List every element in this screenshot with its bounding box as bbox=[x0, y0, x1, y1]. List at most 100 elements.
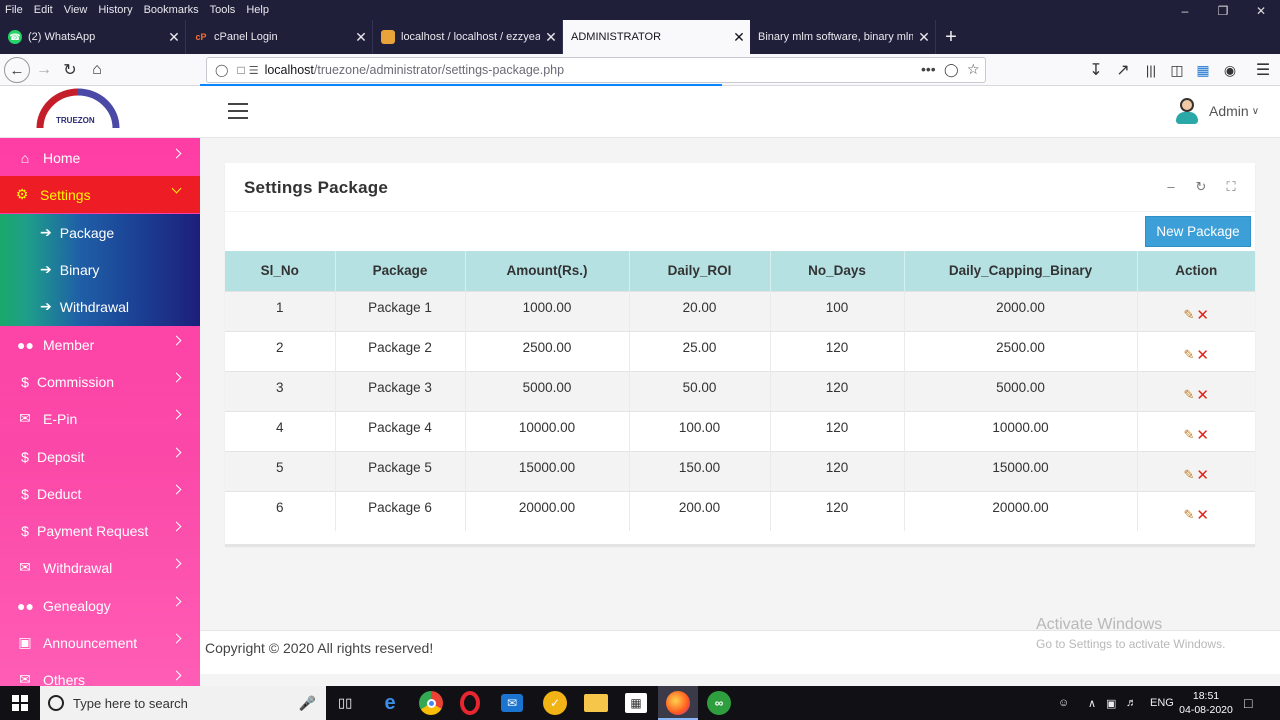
edit-pencil-icon[interactable]: ✎ bbox=[1183, 426, 1195, 442]
sidebar-item-deduct[interactable]: $ Deduct bbox=[0, 475, 200, 512]
column-header[interactable]: Daily_Capping_Binary bbox=[904, 251, 1138, 291]
edit-pencil-icon[interactable]: ✎ bbox=[1183, 466, 1195, 482]
reload-button[interactable]: ↻ bbox=[63, 62, 77, 79]
pocket-icon[interactable]: ◯ bbox=[944, 62, 959, 77]
sidebar-item-others[interactable]: ✉ Others bbox=[0, 661, 200, 686]
column-header[interactable]: Package bbox=[335, 251, 466, 291]
column-header[interactable]: Amount(Rs.) bbox=[465, 251, 630, 291]
store-icon[interactable]: ▦ bbox=[625, 693, 647, 713]
opera-browser-icon[interactable] bbox=[460, 691, 480, 715]
edit-pencil-icon[interactable]: ✎ bbox=[1183, 306, 1195, 322]
expand-icon[interactable]: ↗ bbox=[1116, 62, 1130, 79]
edit-pencil-icon[interactable]: ✎ bbox=[1183, 506, 1195, 522]
library-icon[interactable]: ||| bbox=[1145, 62, 1157, 78]
sidebar-item-deposit[interactable]: $ Deposit bbox=[0, 438, 200, 475]
sidebar-subitem-binary[interactable]: ➔ Binary bbox=[0, 251, 200, 288]
mail-icon[interactable]: ✉ bbox=[501, 694, 523, 712]
sidebar-subitem-package[interactable]: ➔ Package bbox=[0, 214, 200, 251]
tab-phpmyadmin[interactable]: localhost / localhost / ezzyeam ✕ bbox=[373, 20, 563, 54]
sidebar-item-commission[interactable]: $ Commission bbox=[0, 363, 200, 400]
menu-help[interactable]: Help bbox=[246, 4, 269, 16]
tab-binary-mlm[interactable]: Binary mlm software, binary mlm so ✕ bbox=[750, 20, 936, 54]
minimize-window-icon[interactable]: – bbox=[1181, 4, 1189, 18]
menu-view[interactable]: View bbox=[63, 4, 88, 16]
cell-daily-roi: 200.00 bbox=[629, 490, 771, 531]
volume-icon[interactable]: ♬ bbox=[1126, 697, 1137, 709]
page-footer: Copyright © 2020 All rights reserved! bbox=[200, 630, 1280, 674]
sidebar-toggle-button[interactable] bbox=[228, 103, 248, 119]
column-header[interactable]: Daily_ROI bbox=[629, 251, 771, 291]
home-button[interactable]: ⌂ bbox=[92, 61, 102, 78]
notification-center-icon[interactable]: □ bbox=[1244, 695, 1253, 711]
sidebar-item-member[interactable]: ●● Member bbox=[0, 326, 200, 363]
menu-hamburger-icon[interactable]: ☰ bbox=[1255, 62, 1271, 79]
system-clock[interactable]: 18:51 04-08-2020 bbox=[1176, 689, 1236, 717]
menu-tools[interactable]: Tools bbox=[209, 4, 236, 16]
sidebar-subitem-withdrawal[interactable]: ➔ Withdrawal bbox=[0, 288, 200, 325]
permissions-icon[interactable]: ☰ bbox=[248, 64, 259, 77]
tab-administrator[interactable]: ADMINISTRATOR ✕ bbox=[563, 20, 750, 54]
new-package-button[interactable]: New Package bbox=[1145, 216, 1251, 247]
url-bar[interactable]: ◯ □ ☰ localhost/truezone/administrator/s… bbox=[206, 57, 986, 83]
delete-x-icon[interactable]: ✕ bbox=[1196, 346, 1209, 364]
norton-icon[interactable]: ✓ bbox=[543, 691, 567, 715]
people-icon[interactable]: ☺ bbox=[1058, 697, 1070, 709]
close-window-icon[interactable]: ✕ bbox=[1255, 4, 1267, 18]
truezone-logo[interactable]: TRUEZON bbox=[36, 88, 120, 132]
column-header[interactable]: No_Days bbox=[770, 251, 905, 291]
shield-icon[interactable]: ◯ bbox=[215, 63, 229, 77]
close-tab-icon[interactable]: ✕ bbox=[918, 28, 930, 45]
edge-browser-icon[interactable]: e bbox=[384, 691, 396, 714]
chrome-browser-icon[interactable] bbox=[419, 691, 443, 715]
menu-bookmarks[interactable]: Bookmarks bbox=[143, 4, 199, 16]
delete-x-icon[interactable]: ✕ bbox=[1196, 426, 1209, 444]
user-menu[interactable]: Admin ∨ bbox=[1175, 96, 1259, 126]
forward-button[interactable]: → bbox=[36, 61, 52, 78]
new-tab-button[interactable]: + bbox=[945, 25, 957, 48]
edit-pencil-icon[interactable]: ✎ bbox=[1183, 386, 1195, 402]
menu-file[interactable]: File bbox=[5, 4, 23, 16]
column-header[interactable]: Sl_No bbox=[225, 251, 336, 291]
file-explorer-icon[interactable] bbox=[584, 694, 608, 712]
close-tab-icon[interactable]: ✕ bbox=[733, 28, 745, 45]
sidebar-item-settings[interactable]: ⚙ Settings bbox=[0, 176, 200, 213]
menu-edit[interactable]: Edit bbox=[33, 4, 53, 16]
windows-start-icon[interactable] bbox=[12, 695, 28, 711]
sidebar-item-genealogy[interactable]: ●● Genealogy bbox=[0, 587, 200, 624]
sidebar-item-payment-request[interactable]: $ Payment Request bbox=[0, 512, 200, 549]
tab-whatsapp[interactable]: ☎ (2) WhatsApp ✕ bbox=[0, 20, 186, 54]
minimize-icon[interactable]: – bbox=[1167, 179, 1175, 194]
delete-x-icon[interactable]: ✕ bbox=[1196, 506, 1209, 524]
sync-icon[interactable]: ▦ bbox=[1196, 61, 1210, 78]
green-app-icon[interactable]: ∞ bbox=[707, 691, 731, 715]
back-button[interactable]: ← bbox=[4, 57, 30, 83]
sidebar-toggle-icon[interactable]: ◫ bbox=[1170, 61, 1184, 78]
delete-x-icon[interactable]: ✕ bbox=[1196, 386, 1209, 404]
sidebar-item-epin[interactable]: ✉ E-Pin bbox=[0, 400, 200, 437]
close-tab-icon[interactable]: ✕ bbox=[545, 28, 557, 45]
firefox-taskbar-active[interactable] bbox=[658, 686, 698, 720]
task-view-icon[interactable]: ▯▯ bbox=[338, 695, 353, 710]
bookmark-star-icon[interactable]: ☆ bbox=[967, 61, 980, 77]
download-icon[interactable]: ↧ bbox=[1089, 62, 1103, 79]
fullscreen-icon[interactable]: ⛶ bbox=[1226, 179, 1236, 194]
sidebar-item-announcement[interactable]: ▣ Announcement bbox=[0, 624, 200, 661]
menu-history[interactable]: History bbox=[98, 4, 133, 16]
tray-chevron-up-icon[interactable]: ∧ bbox=[1088, 697, 1097, 710]
sidebar-item-home[interactable]: ⌂ Home bbox=[0, 139, 200, 176]
sidebar-item-withdrawal[interactable]: ✉ Withdrawal bbox=[0, 549, 200, 586]
delete-x-icon[interactable]: ✕ bbox=[1196, 466, 1209, 484]
network-icon[interactable]: ▣ bbox=[1106, 697, 1117, 710]
close-tab-icon[interactable]: ✕ bbox=[168, 28, 180, 45]
language-indicator[interactable]: ENG bbox=[1150, 697, 1174, 709]
tab-cpanel[interactable]: cP cPanel Login ✕ bbox=[186, 20, 373, 54]
account-icon[interactable]: ◉ bbox=[1223, 61, 1237, 78]
edit-pencil-icon[interactable]: ✎ bbox=[1183, 346, 1195, 362]
microphone-icon[interactable]: 🎤 bbox=[298, 694, 316, 711]
close-tab-icon[interactable]: ✕ bbox=[355, 28, 367, 45]
taskbar-search-box[interactable]: Type here to search 🎤 bbox=[40, 686, 326, 720]
restore-window-icon[interactable]: ❐ bbox=[1217, 4, 1229, 18]
page-actions-icon[interactable]: ••• bbox=[921, 61, 936, 77]
refresh-icon[interactable]: ↻ bbox=[1195, 179, 1207, 194]
delete-x-icon[interactable]: ✕ bbox=[1196, 306, 1209, 324]
